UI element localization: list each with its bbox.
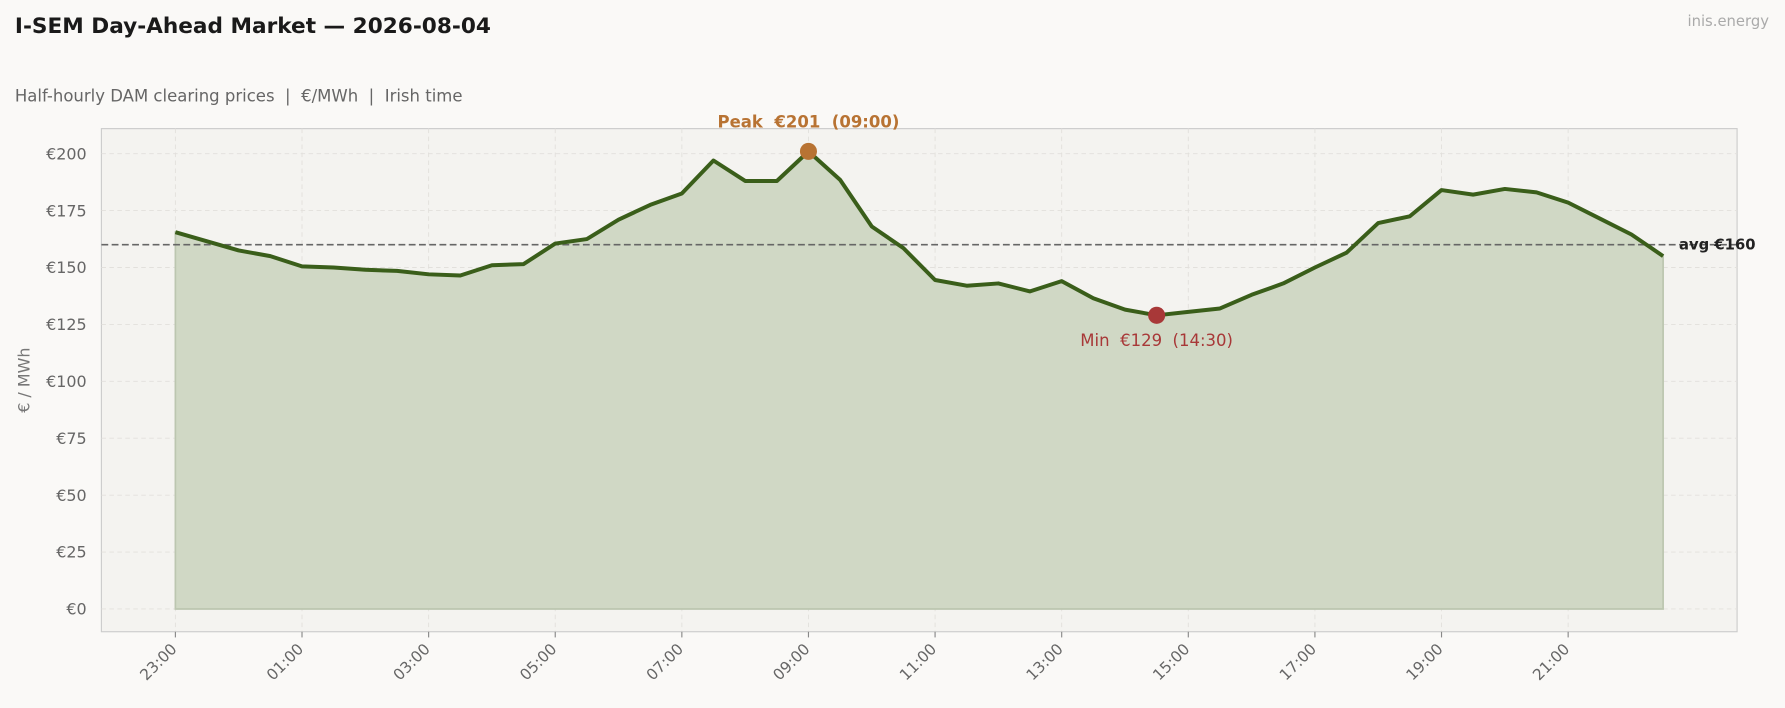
y-tick-label: €0 (66, 600, 86, 619)
y-tick-label: €175 (46, 201, 87, 220)
y-tick-label: €25 (56, 543, 86, 562)
peak-marker (799, 142, 817, 160)
min-label: Min €129 (14:30) (1080, 331, 1233, 350)
y-tick-label: €75 (56, 429, 86, 448)
y-tick-label: €50 (56, 486, 86, 505)
y-tick-label: €100 (46, 372, 87, 391)
y-tick-label: €125 (46, 315, 87, 334)
average-label: avg €160 (1679, 236, 1755, 253)
y-tick-label: €150 (46, 258, 87, 277)
chart-subtitle: Half-hourly DAM clearing prices | €/MWh … (15, 86, 463, 105)
y-axis-label: € / MWh (15, 348, 34, 413)
min-marker (1148, 306, 1166, 324)
watermark: inis.energy (1687, 13, 1769, 30)
chart-title: I-SEM Day-Ahead Market — 2026-08-04 (15, 14, 491, 39)
peak-label: Peak €201 (09:00) (718, 112, 900, 131)
price-line (174, 149, 1665, 318)
y-tick-label: €200 (46, 144, 87, 163)
